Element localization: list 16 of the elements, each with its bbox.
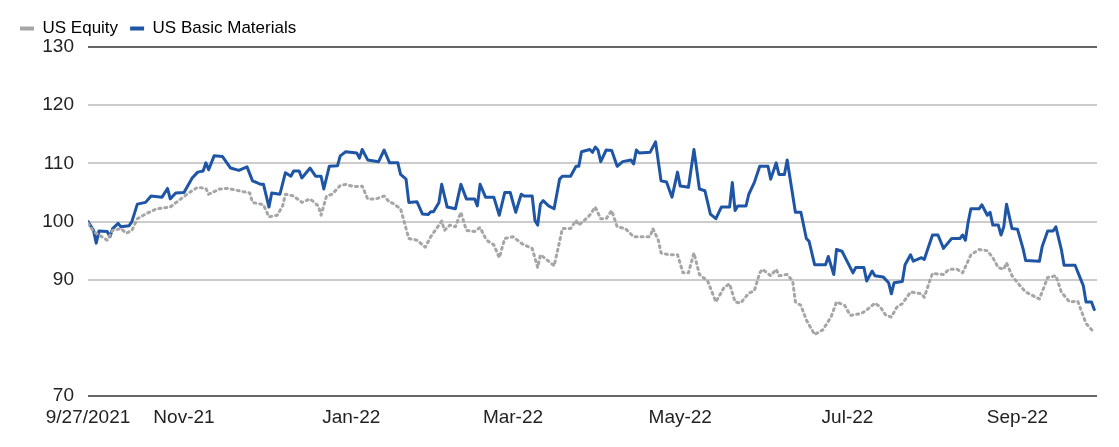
x-tick-label: Mar-22 [482, 405, 544, 427]
x-tick-label: Jan-22 [322, 405, 381, 427]
x-tick-label: 9/27/2021 [45, 405, 131, 427]
legend-label: US Equity [42, 18, 119, 38]
line-series [88, 182, 1096, 337]
y-tick-label: 90 [52, 268, 74, 290]
y-tick-label: 130 [42, 35, 74, 57]
legend-label: US Basic Materials [152, 18, 297, 38]
y-tick-label: 120 [42, 93, 74, 115]
y-tick-label: 110 [43, 151, 74, 173]
x-tick-label: May-22 [648, 405, 712, 427]
x-tick-label: Sep-22 [986, 405, 1049, 427]
x-tick-label: Jul-22 [821, 405, 874, 427]
y-tick-label: 70 [52, 384, 74, 406]
y-tick-label: 100 [42, 209, 74, 231]
x-tick-label: Nov-21 [153, 405, 215, 427]
